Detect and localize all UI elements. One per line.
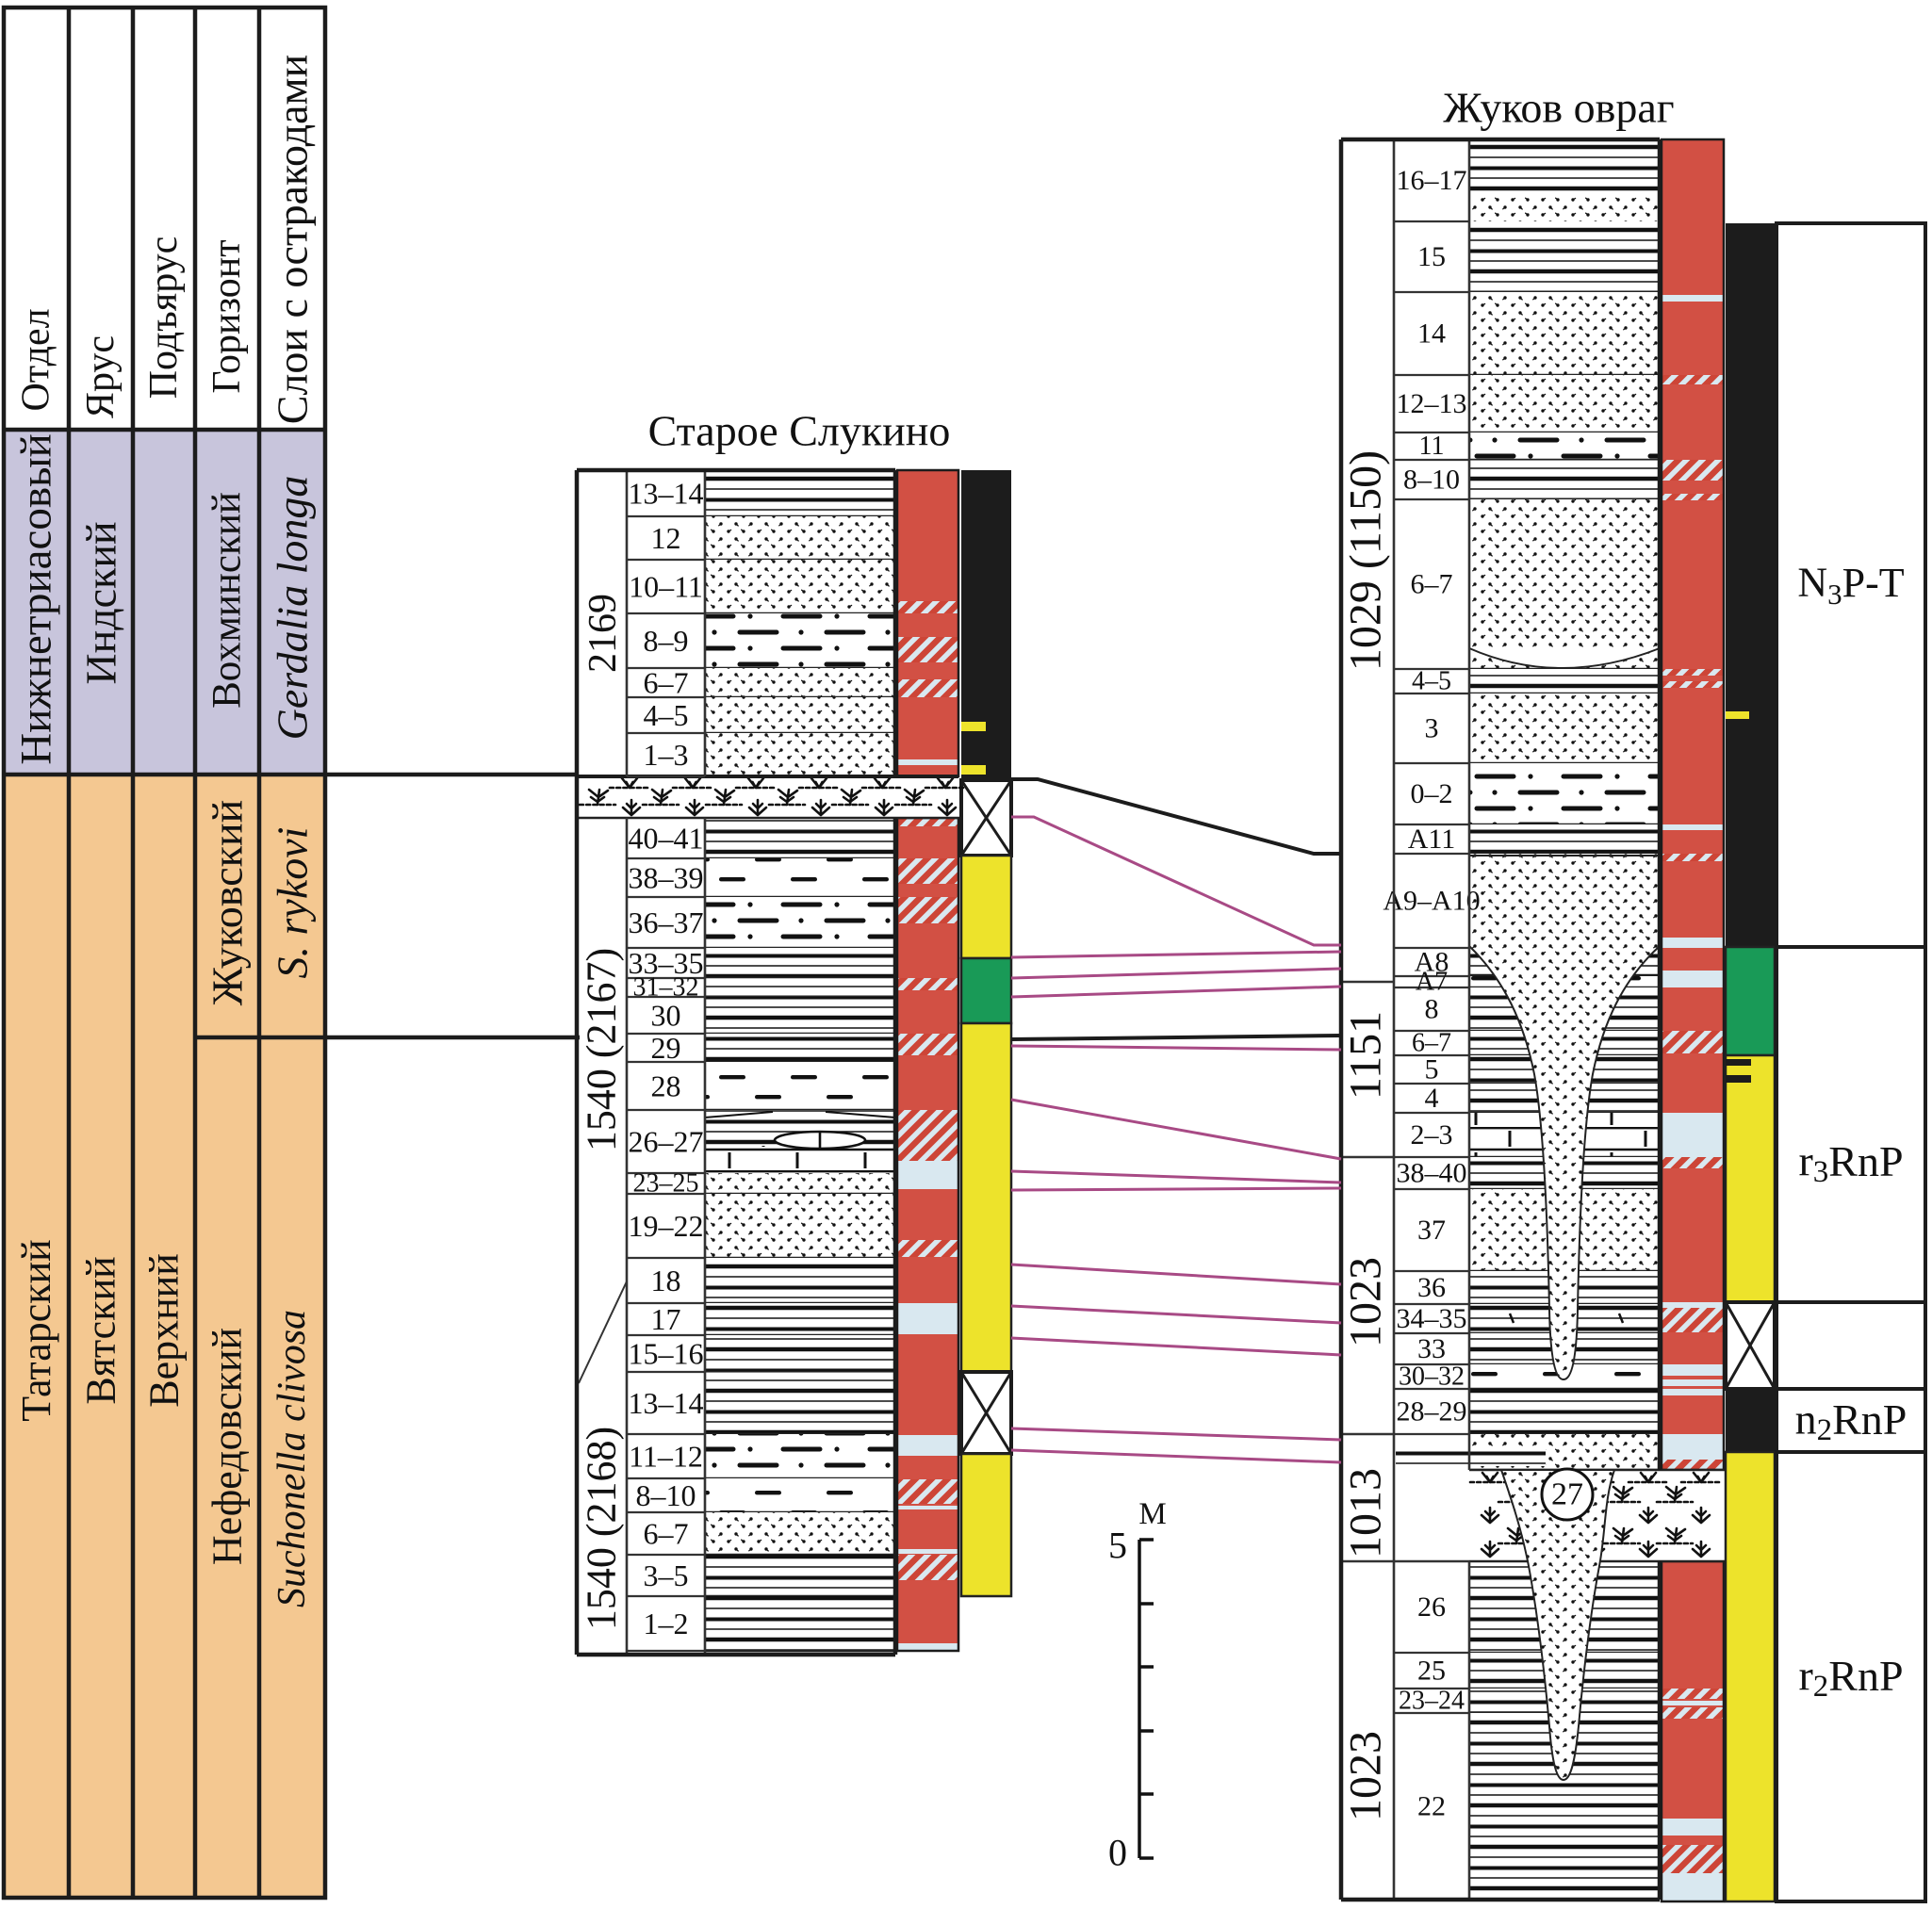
svg-text:11: 11 (1419, 432, 1445, 461)
svg-text:8–9: 8–9 (644, 624, 689, 658)
svg-text:Gerdalia longa: Gerdalia longa (269, 476, 317, 741)
svg-text:8–10: 8–10 (1403, 465, 1460, 496)
svg-text:A8: A8 (1415, 947, 1449, 978)
svg-text:Индский: Индский (77, 521, 125, 684)
svg-text:10–11: 10–11 (629, 570, 703, 604)
svg-text:14: 14 (1417, 318, 1446, 350)
svg-text:30: 30 (651, 999, 681, 1033)
svg-text:2–3: 2–3 (1411, 1119, 1453, 1150)
svg-text:2169: 2169 (581, 594, 625, 673)
svg-text:6–7: 6–7 (1412, 1029, 1451, 1058)
svg-text:11–12: 11–12 (629, 1440, 703, 1474)
svg-text:1029 (1150): 1029 (1150) (1341, 450, 1391, 671)
svg-text:37: 37 (1417, 1215, 1446, 1246)
svg-text:4: 4 (1425, 1083, 1439, 1114)
svg-text:3–5: 3–5 (644, 1558, 689, 1592)
svg-text:A11: A11 (1408, 824, 1456, 855)
svg-text:38–40: 38–40 (1397, 1158, 1467, 1189)
svg-text:38–39: 38–39 (629, 861, 704, 895)
svg-text:18: 18 (651, 1264, 681, 1297)
svg-text:5: 5 (1108, 1525, 1127, 1567)
svg-text:25: 25 (1417, 1656, 1446, 1687)
svg-text:15–16: 15–16 (629, 1337, 704, 1371)
svg-text:0–2: 0–2 (1411, 778, 1453, 809)
svg-text:A9–A10: A9–A10 (1383, 886, 1480, 917)
svg-text:Нефедовский: Нефедовский (205, 1328, 251, 1565)
svg-text:6–7: 6–7 (1411, 569, 1453, 600)
svg-text:Отдел: Отдел (15, 308, 58, 411)
svg-text:4–5: 4–5 (644, 698, 689, 732)
svg-text:1013: 1013 (1341, 1468, 1391, 1558)
svg-text:13–14: 13–14 (629, 1386, 704, 1420)
svg-text:8: 8 (1425, 994, 1439, 1025)
svg-text:Старое Слукино: Старое Слукино (648, 407, 951, 455)
svg-text:Верхний: Верхний (141, 1253, 188, 1408)
svg-text:1540 (2168): 1540 (2168) (579, 1427, 625, 1630)
svg-text:1151: 1151 (1341, 1011, 1391, 1100)
svg-text:3: 3 (1425, 713, 1439, 744)
svg-text:19–22: 19–22 (629, 1209, 704, 1243)
svg-text:36: 36 (1417, 1272, 1446, 1303)
svg-text:12: 12 (651, 521, 681, 555)
svg-text:6–7: 6–7 (644, 1517, 689, 1551)
svg-text:6–7: 6–7 (644, 666, 689, 700)
svg-text:26–27: 26–27 (629, 1125, 704, 1159)
svg-text:17: 17 (651, 1302, 681, 1336)
svg-text:Подъярус: Подъярус (142, 237, 186, 400)
svg-text:1023: 1023 (1341, 1257, 1391, 1347)
svg-text:31–32: 31–32 (633, 973, 699, 1003)
svg-text:33–35: 33–35 (629, 946, 704, 980)
svg-text:23–24: 23–24 (1399, 1687, 1465, 1716)
svg-text:8–10: 8–10 (636, 1478, 696, 1512)
svg-text:36–37: 36–37 (629, 906, 704, 939)
svg-text:0: 0 (1108, 1832, 1127, 1874)
svg-text:27: 27 (1551, 1477, 1583, 1512)
svg-text:N3P-T: N3P-T (1797, 560, 1904, 611)
svg-text:33: 33 (1417, 1333, 1446, 1364)
svg-text:1540 (2167): 1540 (2167) (579, 948, 625, 1151)
svg-text:22: 22 (1417, 1791, 1446, 1822)
svg-text:23–25: 23–25 (633, 1169, 699, 1199)
svg-text:28–29: 28–29 (1397, 1396, 1467, 1428)
svg-text:26: 26 (1417, 1591, 1446, 1623)
svg-text:4–5: 4–5 (1412, 667, 1451, 696)
svg-text:М: М (1138, 1497, 1166, 1531)
svg-text:1–2: 1–2 (644, 1607, 689, 1640)
svg-text:Слои с остракодами: Слои с остракодами (269, 55, 317, 425)
svg-text:S. rykovi: S. rykovi (269, 827, 317, 979)
svg-text:Suchonella clivosa: Suchonella clivosa (270, 1310, 314, 1607)
svg-text:n2RnP: n2RnP (1795, 1395, 1907, 1448)
svg-text:34–35: 34–35 (1397, 1303, 1467, 1334)
svg-text:15: 15 (1417, 241, 1446, 272)
svg-text:Вохминский: Вохминский (205, 492, 250, 709)
svg-text:5: 5 (1425, 1054, 1439, 1085)
svg-text:13–14: 13–14 (629, 477, 704, 511)
svg-text:Ярус: Ярус (79, 335, 123, 418)
svg-text:28: 28 (651, 1069, 681, 1103)
svg-text:1–3: 1–3 (644, 738, 689, 772)
svg-text:A7: A7 (1416, 968, 1448, 997)
svg-text:Нижнетриасовый: Нижнетриасовый (12, 433, 61, 765)
svg-text:12–13: 12–13 (1397, 388, 1467, 419)
svg-text:Жуковский: Жуковский (204, 800, 252, 1005)
svg-text:Татарский: Татарский (13, 1239, 59, 1421)
svg-text:1023: 1023 (1341, 1731, 1391, 1821)
svg-text:30–32: 30–32 (1399, 1362, 1465, 1392)
svg-text:29: 29 (651, 1031, 681, 1065)
svg-text:16–17: 16–17 (1397, 165, 1467, 196)
svg-text:Горизонт: Горизонт (205, 239, 249, 393)
svg-text:Жуков овраг: Жуков овраг (1443, 84, 1674, 132)
svg-text:40–41: 40–41 (629, 822, 704, 856)
svg-text:Вятский: Вятский (78, 1256, 124, 1404)
